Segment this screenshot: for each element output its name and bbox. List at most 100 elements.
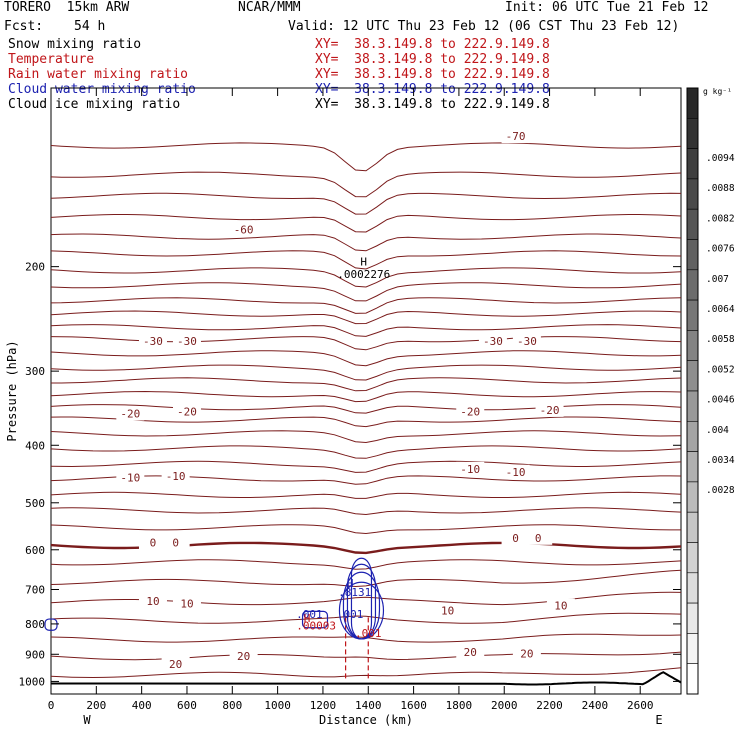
annotation-label: H — [304, 612, 311, 625]
isotherm-line — [50, 171, 682, 198]
colorbar-frame — [686, 87, 699, 695]
temperature-contour-label: -20 — [460, 405, 480, 418]
isotherm-line — [50, 404, 682, 414]
colorbar-segment — [686, 208, 699, 240]
contour-label-bg — [456, 404, 485, 419]
isotherm-line — [50, 416, 682, 428]
colorbar-segment — [686, 178, 699, 210]
cloud-water-contour — [44, 618, 58, 631]
annotation-label: .001 — [355, 627, 382, 640]
contour-label-bg — [138, 535, 167, 550]
contour-label-bg — [524, 530, 553, 545]
annotation-label: .001 — [296, 608, 323, 621]
temperature-contour-label: -10 — [166, 470, 186, 483]
isotherm-line — [50, 559, 682, 570]
contour-label-bg — [172, 596, 201, 611]
annotation-label: .0002276 — [337, 268, 390, 281]
isotherm-line — [50, 142, 682, 172]
y-tick-label: 500 — [25, 497, 45, 510]
forecast-label: Fcst: — [4, 19, 44, 34]
x-axis-west-label: W — [83, 713, 91, 727]
plot-frame — [50, 87, 682, 695]
y-tick-label: 300 — [25, 365, 45, 378]
temperature-contour-label: 20 — [237, 650, 250, 663]
isotherm-line — [50, 364, 682, 381]
isotherm-line — [50, 460, 682, 473]
y-tick-label: 1000 — [19, 675, 46, 688]
contour-label-bg — [161, 468, 190, 483]
y-tick-label: 200 — [25, 261, 45, 274]
colorbar-segment — [686, 87, 699, 119]
colorbar-tick-label: .0052 — [706, 364, 735, 375]
model-title: TORERO 15km ARW — [4, 0, 130, 15]
x-axis-title: Distance (km) — [319, 713, 413, 727]
x-tick-label: 2200 — [536, 699, 563, 712]
x-tick-label: 2400 — [582, 699, 609, 712]
cloud-water-contour — [338, 581, 385, 640]
temperature-contour-label: 10 — [441, 604, 454, 617]
temperature-contour-label: 0 — [150, 536, 157, 549]
temperature-contour-label: -60 — [234, 224, 254, 237]
colorbar-tick-label: .0076 — [706, 244, 735, 255]
temperature-contour-label: -10 — [460, 463, 480, 476]
x-axis-east-label: E — [655, 713, 662, 727]
x-tick-label: 1600 — [400, 699, 427, 712]
temperature-contour-label: -20 — [177, 405, 197, 418]
annotation-label: .001 — [337, 608, 364, 621]
y-tick-label: 700 — [25, 584, 45, 597]
colorbar-unit: g kg⁻¹ — [703, 87, 732, 96]
colorbar-tick-label: .0034 — [706, 455, 735, 466]
colorbar-tick-label: .0058 — [706, 334, 735, 345]
temperature-contour-label: -30 — [483, 335, 503, 348]
temperature-contour-label: 20 — [169, 658, 182, 671]
contour-label-bg — [501, 464, 530, 479]
isotherm-line — [50, 507, 682, 516]
colorbar-segment — [686, 542, 699, 574]
temperature-contour-label: 0 — [535, 532, 542, 545]
isotherm-line — [50, 667, 682, 679]
colorbar-segment — [686, 360, 699, 392]
colorbar-segment — [686, 118, 699, 149]
temperature-contour-label: -20 — [120, 408, 140, 421]
forecast-hours: 54 h — [74, 19, 106, 34]
annotation-label: .00003 — [296, 620, 336, 633]
temperature-contour-label: 20 — [464, 646, 477, 659]
colorbar-segment — [686, 390, 699, 422]
isotherm-line — [50, 651, 682, 661]
center-title: NCAR/MMM — [238, 0, 301, 15]
isotherm-line — [50, 297, 682, 314]
valid-time: Valid: 12 UTC Thu 23 Feb 12 (06 CST Thu … — [288, 19, 680, 34]
contour-label-bg — [512, 334, 541, 349]
contour-label-bg — [172, 404, 201, 419]
isotherm-line — [50, 250, 682, 270]
colorbar-tick-label: .0082 — [706, 213, 735, 224]
contour-label-bg — [138, 594, 167, 609]
field-snow-xy: XY= 38.3.149.8 to 222.9.149.8 — [315, 37, 550, 52]
contour-label-bg — [456, 644, 485, 659]
temperature-contour-label: -10 — [506, 466, 526, 479]
contour-label-bg — [501, 129, 530, 144]
temperature-contour-label: 10 — [180, 598, 193, 611]
x-tick-label: 1800 — [446, 699, 473, 712]
x-tick-label: 1200 — [310, 699, 337, 712]
colorbar-tick-label: .004 — [706, 425, 729, 436]
field-snow-name: Snow mixing ratio — [8, 37, 142, 52]
colorbar-tick-label: .0064 — [706, 304, 735, 315]
isotherm-line — [50, 569, 682, 588]
annotation-label: .8131 — [338, 586, 371, 599]
x-tick-label: 0 — [48, 699, 55, 712]
isotherm-line — [50, 350, 682, 367]
temperature-contour-label: -20 — [540, 404, 560, 417]
contour-label-bg — [138, 334, 167, 349]
colorbar-segment — [686, 299, 699, 331]
colorbar-tick-label: .0046 — [706, 395, 735, 406]
field-cloudwater-name: Cloud water mixing ratio — [8, 82, 196, 97]
isotherm-line — [50, 491, 682, 499]
field-rain-xy: XY= 38.3.149.8 to 222.9.149.8 — [315, 67, 550, 82]
temperature-contour-label: -30 — [517, 335, 537, 348]
contour-label-bg — [116, 406, 145, 421]
contour-label-bg — [229, 649, 258, 664]
temperature-contour-label: 10 — [554, 600, 567, 613]
contour-label-bg — [161, 656, 190, 671]
